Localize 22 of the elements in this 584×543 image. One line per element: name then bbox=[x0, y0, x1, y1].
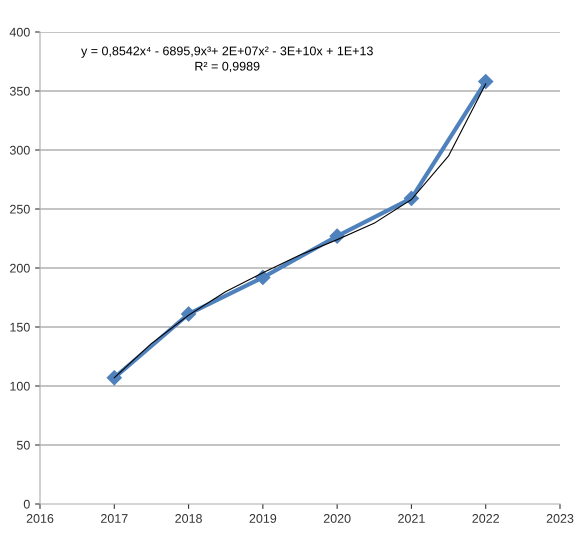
y-tick-label: 100 bbox=[10, 382, 30, 391]
y-tick-label: 50 bbox=[16, 440, 30, 450]
x-tick-label: 2017 bbox=[101, 514, 128, 523]
y-tick-label: 300 bbox=[10, 146, 30, 155]
point bbox=[478, 74, 494, 90]
y-tick-label: 200 bbox=[10, 264, 30, 273]
annotation: y = 0,8542x⁴ - 6895,9x³+ 2E+07x² - 3E+10x + 1E+13 R² = 0,9989 bbox=[81, 46, 373, 72]
x-tick-label: 2023 bbox=[546, 514, 574, 523]
x-tick-label: 2019 bbox=[250, 514, 276, 523]
x-tick-label: 2018 bbox=[175, 514, 202, 523]
point bbox=[330, 228, 345, 244]
y-tick-label: 0 bbox=[24, 500, 30, 509]
y-tick-label: 350 bbox=[10, 86, 30, 96]
point bbox=[255, 270, 270, 286]
x-tick-label: 2021 bbox=[398, 514, 425, 523]
y-tick-label: 250 bbox=[10, 204, 30, 214]
point bbox=[106, 370, 122, 386]
x-tick-label: 2020 bbox=[324, 514, 351, 523]
x-tick-label: 2022 bbox=[472, 514, 499, 523]
x-tick-label: 2016 bbox=[26, 514, 54, 523]
y-tick-label: 150 bbox=[10, 322, 30, 332]
y-tick-label: 400 bbox=[10, 28, 30, 37]
